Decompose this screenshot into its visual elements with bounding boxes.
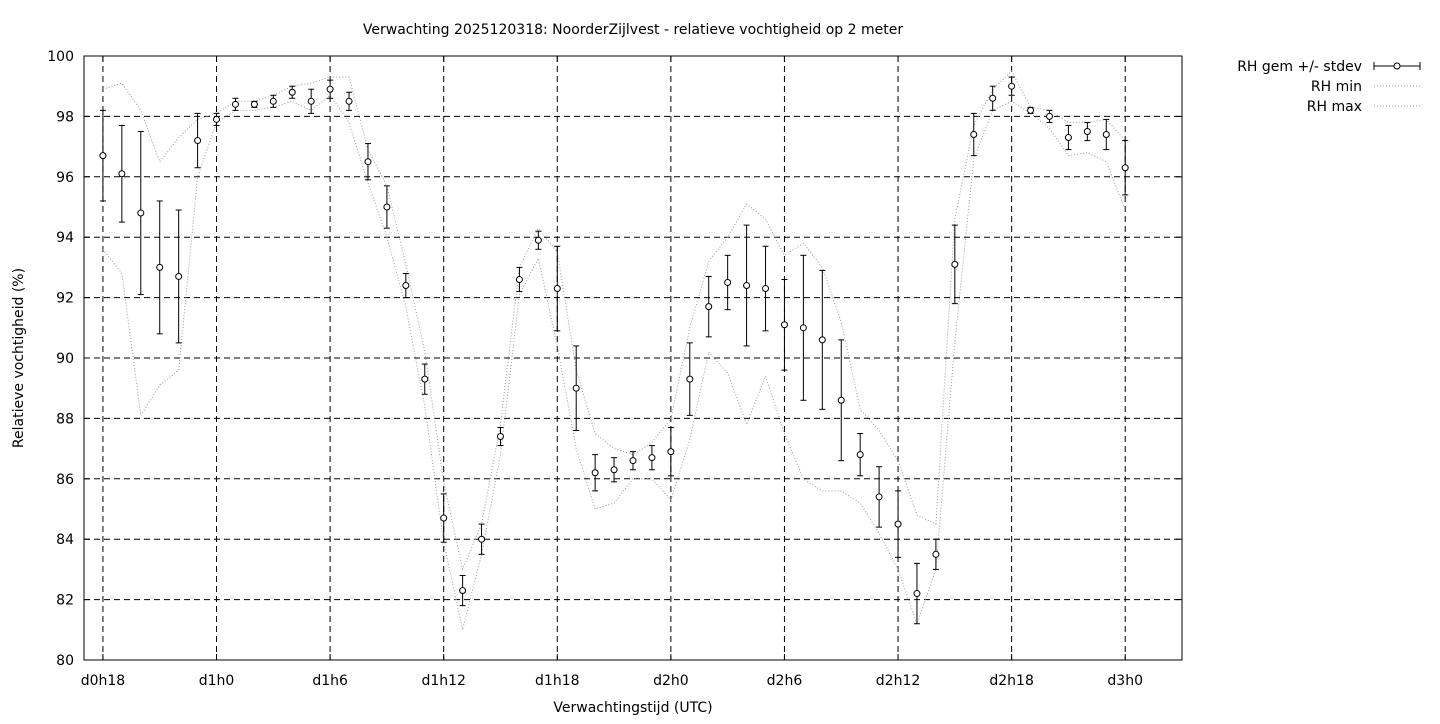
data-point [421, 375, 429, 383]
data-point [648, 454, 656, 462]
data-point [118, 170, 126, 178]
data-point [194, 137, 202, 145]
x-axis-label: Verwachtingstijd (UTC) [553, 700, 712, 716]
data-point [1008, 82, 1016, 90]
data-point [175, 272, 183, 280]
data-point [288, 88, 296, 96]
y-tick-label: 88 [56, 411, 74, 427]
y-tick-label: 80 [56, 653, 74, 669]
data-point [1121, 164, 1129, 172]
x-tick-label: d2h0 [653, 673, 689, 689]
x-tick-label: d1h18 [535, 673, 579, 689]
data-point [534, 236, 542, 244]
data-point [875, 493, 883, 501]
x-tick-label: d1h12 [421, 673, 465, 689]
data-point [856, 451, 864, 459]
data-point [478, 535, 486, 543]
data-point [137, 209, 145, 217]
data-point [762, 285, 770, 293]
data-point [1064, 134, 1072, 142]
data-point [989, 94, 997, 102]
data-point [837, 396, 845, 404]
data-point [1045, 112, 1053, 120]
y-tick-label: 82 [56, 593, 74, 609]
legend-label: RH min [1311, 79, 1362, 95]
data-point [307, 97, 315, 105]
legend-marker [1393, 62, 1401, 70]
y-tick-label: 86 [56, 472, 74, 488]
y-tick-label: 90 [56, 351, 74, 367]
series-layer [99, 70, 1129, 630]
data-point [326, 85, 334, 93]
data-point [231, 100, 239, 108]
x-tick-label: d2h18 [989, 673, 1033, 689]
data-point [743, 282, 751, 290]
data-point [459, 587, 467, 595]
series-line-rh-max [102, 70, 1126, 572]
y-tick-label: 92 [56, 291, 74, 307]
legend: RH gem +/- stdev RH min RH max [1237, 59, 1421, 115]
data-point [932, 550, 940, 558]
data-point [610, 466, 618, 474]
y-tick-label: 100 [47, 49, 74, 65]
data-point [799, 324, 807, 332]
data-point [629, 457, 637, 465]
data-point [1083, 128, 1091, 135]
data-point [364, 158, 372, 166]
data-point [553, 285, 561, 293]
y-tick-label: 96 [56, 170, 74, 186]
data-point [345, 97, 353, 105]
data-point [780, 321, 788, 329]
data-point [515, 275, 523, 283]
data-point [269, 97, 277, 105]
data-point [970, 131, 978, 139]
y-tick-label: 84 [56, 532, 74, 548]
data-point [402, 282, 410, 290]
y-tick-label: 94 [56, 230, 74, 246]
x-tick-label: d1h0 [199, 673, 235, 689]
data-point [99, 152, 107, 160]
data-point [213, 115, 221, 123]
chart-title: Verwachting 2025120318: NoorderZijlvest … [363, 22, 903, 38]
data-point [1027, 106, 1035, 114]
x-tick-label: d1h6 [312, 673, 348, 689]
data-point [1102, 131, 1110, 139]
data-point [705, 303, 713, 311]
x-tick-label: d3h0 [1107, 673, 1143, 689]
data-point [667, 448, 675, 456]
data-point [591, 469, 599, 477]
data-point [818, 336, 826, 344]
data-point [951, 260, 959, 268]
series-line-rh-min [102, 94, 1126, 630]
data-point [250, 100, 258, 108]
data-point [894, 520, 902, 528]
x-tick-label: d2h12 [876, 673, 920, 689]
legend-label: RH gem +/- stdev [1237, 59, 1362, 75]
data-point [383, 203, 391, 211]
data-point [440, 514, 448, 522]
data-point [572, 384, 580, 392]
data-point [496, 433, 504, 441]
data-point [686, 375, 694, 383]
data-point [156, 263, 164, 271]
data-point [724, 279, 732, 286]
y-tick-label: 98 [56, 109, 74, 125]
grid-lines [84, 56, 1182, 660]
y-axis-label: Relatieve vochtigheid (%) [11, 268, 27, 448]
data-point [913, 590, 921, 598]
axes-layer: 80 82 84 86 88 90 92 94 96 98 100 d0h18 d1h0 d1h6 d1h1… [47, 49, 1182, 689]
x-tick-label: d2h6 [767, 673, 803, 689]
x-tick-label: d0h18 [81, 673, 125, 689]
legend-label: RH max [1307, 99, 1362, 115]
